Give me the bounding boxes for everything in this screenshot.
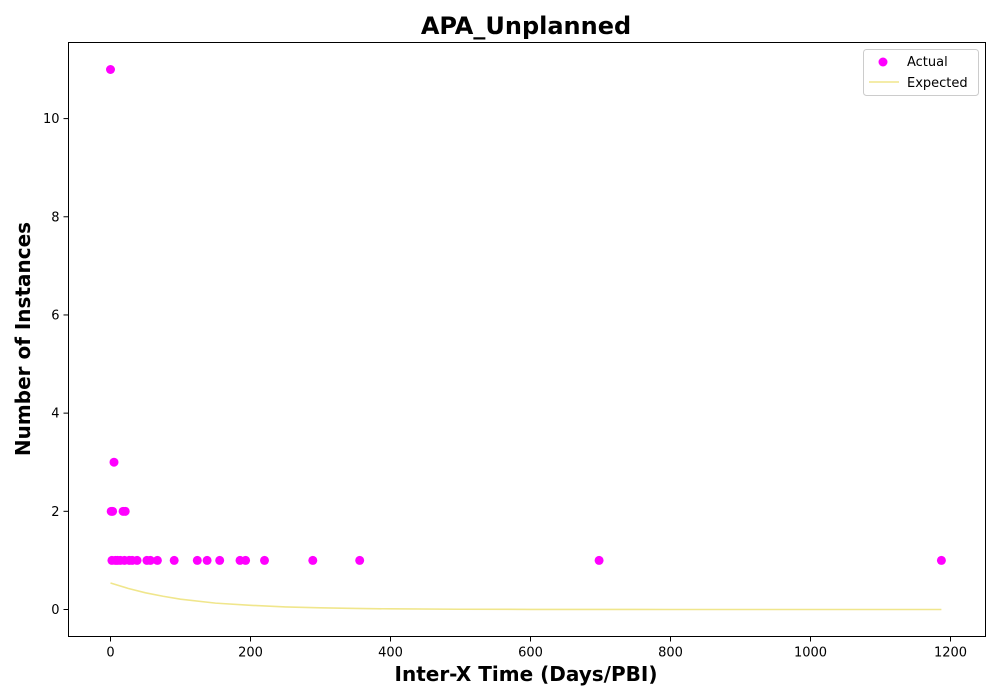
- actual-series: [106, 65, 946, 565]
- actual-point: [108, 506, 118, 516]
- legend-expected-label: Expected: [907, 76, 968, 91]
- actual-point: [106, 65, 115, 74]
- x-tick-label: 0: [106, 646, 114, 661]
- y-tick-label: 0: [51, 603, 59, 618]
- actual-point: [202, 555, 212, 565]
- expected-series: [110, 582, 942, 611]
- actual-point: [192, 555, 202, 565]
- actual-point: [936, 555, 946, 565]
- x-tick-label: 200: [238, 646, 263, 661]
- actual-point: [260, 555, 269, 565]
- y-tick-label: 2: [51, 505, 59, 520]
- x-tick-label: 800: [658, 646, 683, 661]
- actual-point: [169, 555, 179, 565]
- actual-point: [145, 555, 155, 565]
- legend-actual-marker: [878, 57, 888, 67]
- actual-point: [109, 457, 119, 467]
- legend-box: [863, 49, 979, 96]
- chart-title: APA_Unplanned: [421, 12, 631, 40]
- y-axis-ticks: 0 2 4 6 8 10: [43, 112, 69, 618]
- x-tick-label: 1200: [934, 646, 967, 661]
- y-tick-label: 10: [43, 112, 60, 127]
- actual-point: [215, 555, 225, 565]
- x-axis-label: Inter-X Time (Days/PBI): [395, 662, 658, 686]
- x-tick-label: 1000: [794, 646, 827, 661]
- y-tick-label: 6: [51, 308, 59, 323]
- expected-line: [110, 582, 942, 611]
- legend-actual-label: Actual: [907, 55, 948, 70]
- actual-point: [594, 555, 604, 565]
- x-axis-ticks: 0 200 400 600 800 1000 1200: [106, 636, 967, 661]
- y-tick-label: 4: [51, 407, 59, 422]
- plot-frame: [68, 42, 986, 637]
- actual-point: [132, 555, 142, 565]
- legend: Actual Expected: [863, 49, 979, 96]
- actual-point: [120, 506, 130, 516]
- x-tick-label: 400: [378, 646, 403, 661]
- actual-point: [152, 555, 162, 565]
- actual-point: [308, 555, 318, 565]
- actual-point: [241, 555, 251, 565]
- actual-point: [355, 555, 365, 565]
- x-tick-label: 600: [518, 646, 543, 661]
- y-tick-label: 8: [51, 210, 59, 225]
- y-axis-label: Number of Instances: [11, 222, 35, 456]
